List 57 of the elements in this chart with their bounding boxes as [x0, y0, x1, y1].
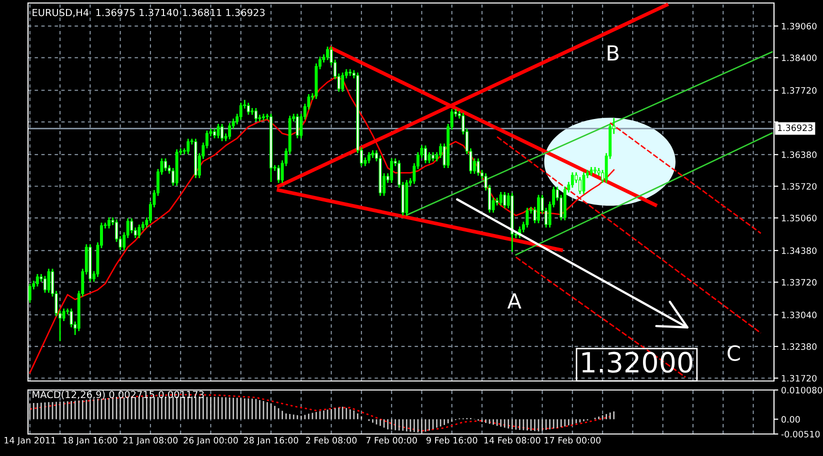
x-tick-label: 7 Feb 00:00: [366, 436, 417, 444]
annotation: A: [507, 293, 522, 309]
x-tick-label: 14 Jan 2011: [4, 436, 56, 446]
ref-line-label: 1.36923: [778, 124, 812, 132]
x-tick-label: 26 Jan 00:00: [184, 436, 238, 446]
candlestick: [62, 308, 66, 322]
candlestick: [503, 191, 506, 210]
candlestick: [499, 191, 502, 206]
candlestick: [47, 268, 50, 294]
y-tick-label: 1.33040: [782, 312, 817, 318]
candlestick: [164, 158, 167, 172]
candlestick: [341, 72, 344, 92]
candlestick: [186, 138, 190, 155]
candlestick: [526, 207, 529, 228]
candlestick: [36, 273, 39, 288]
candlestick: [220, 123, 224, 142]
candlestick: [246, 102, 250, 116]
y-tick-label: 0.00: [782, 416, 800, 423]
candlestick: [277, 164, 280, 184]
candlestick: [432, 151, 435, 162]
y-tick-label: 1.35720: [782, 183, 817, 190]
candlestick: [326, 46, 330, 61]
y-tick-label: 1.34380: [782, 247, 817, 254]
y-tick-label: 1.37720: [782, 87, 817, 94]
candlestick: [254, 107, 258, 122]
candlestick: [213, 128, 216, 139]
candlestick: [28, 282, 32, 304]
x-tick-label: 21 Jan 08:00: [123, 436, 178, 446]
candlestick: [138, 224, 141, 239]
x-tick-label: 2 Feb 08:00: [306, 436, 357, 444]
candlestick: [130, 218, 134, 234]
annotation: B: [608, 45, 619, 61]
y-tick-label: 1.32380: [782, 343, 817, 350]
y-tick-label: 1.36380: [782, 151, 817, 158]
candlestick: [108, 216, 110, 230]
chart-title: MACD(12,26,9) 0.002715 0.001173: [32, 390, 204, 400]
candlestick: [424, 144, 427, 164]
x-tick-label: 28 Jan 16:00: [244, 436, 298, 446]
annotation: C: [728, 345, 740, 361]
y-tick-label: 1.39060: [782, 22, 817, 30]
text: EURUSD,H4 1.36975 1.37140 1.36811 1.36923: [32, 8, 265, 18]
x-tick-label: 18 Jan 16:00: [63, 436, 118, 446]
candlestick: [296, 113, 299, 139]
y-tick-label: 1.38400: [782, 54, 817, 62]
x-tick-label: 17 Feb 00:00: [544, 436, 601, 444]
candlestick: [578, 176, 582, 195]
y-tick-label: -0.00510: [781, 430, 820, 438]
candlestick: [228, 122, 232, 140]
x-tick-label: 14 Feb 08:00: [484, 436, 540, 444]
y-tick-label: 1.33720: [782, 279, 817, 286]
candlestick: [43, 275, 46, 294]
y-tick-label: 1.31720: [782, 374, 817, 382]
x-tick-label: 9 Feb 16:00: [426, 436, 478, 444]
y-tick-label: 0.010080: [782, 386, 822, 394]
candlestick: [537, 194, 540, 224]
candlestick: [367, 151, 370, 164]
y-tick-label: 1.35060: [782, 214, 817, 222]
